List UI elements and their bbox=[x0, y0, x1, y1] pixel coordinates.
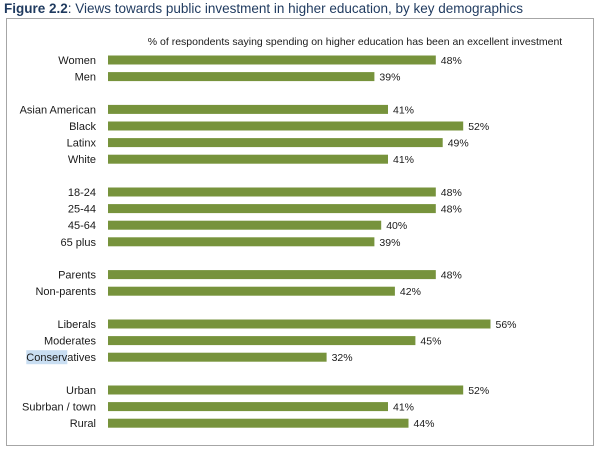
data-label: 48% bbox=[441, 204, 462, 216]
category-label: White bbox=[68, 154, 96, 166]
bar bbox=[108, 237, 375, 247]
category-label: Asian American bbox=[20, 104, 96, 116]
data-label: 39% bbox=[379, 237, 400, 249]
chart-frame bbox=[6, 18, 594, 446]
category-label: Subrban / town bbox=[22, 402, 96, 414]
category-label: 18-24 bbox=[68, 187, 96, 199]
category-label: Latinx bbox=[67, 138, 97, 150]
bar bbox=[108, 138, 443, 148]
data-label: 41% bbox=[393, 154, 414, 166]
category-label: Moderates bbox=[44, 336, 96, 348]
text-selection-highlight bbox=[26, 350, 68, 365]
bar bbox=[108, 121, 464, 131]
bar bbox=[108, 204, 436, 214]
bar bbox=[108, 220, 382, 230]
data-label: 56% bbox=[496, 319, 517, 331]
category-label: Men bbox=[75, 72, 96, 84]
category-label: Non-parents bbox=[35, 286, 96, 298]
data-label: 52% bbox=[468, 121, 489, 133]
data-label: 39% bbox=[379, 72, 400, 84]
bar bbox=[108, 72, 375, 82]
category-label: 45-64 bbox=[68, 220, 96, 232]
data-label: 42% bbox=[400, 286, 421, 298]
bar bbox=[108, 319, 491, 329]
category-label: Women bbox=[58, 55, 96, 67]
figure-label: Figure 2.2 bbox=[4, 1, 68, 16]
category-label: 25-44 bbox=[68, 204, 96, 216]
data-label: 40% bbox=[386, 220, 407, 232]
bar bbox=[108, 402, 388, 412]
data-label: 49% bbox=[448, 138, 469, 150]
bar bbox=[108, 385, 464, 395]
bar bbox=[108, 270, 436, 280]
data-label: 48% bbox=[441, 270, 462, 282]
bar bbox=[108, 104, 388, 114]
data-label: 52% bbox=[468, 385, 489, 397]
category-label: Liberals bbox=[57, 319, 96, 331]
data-label: 44% bbox=[414, 418, 435, 430]
bar bbox=[108, 336, 416, 346]
data-label: 32% bbox=[332, 352, 353, 364]
bar bbox=[108, 55, 436, 65]
category-label: 65 plus bbox=[61, 237, 97, 249]
data-label: 48% bbox=[441, 55, 462, 67]
category-label: Conservatives bbox=[26, 352, 96, 364]
bar bbox=[108, 286, 395, 296]
category-label: Black bbox=[69, 121, 96, 133]
chart-title: % of respondents saying spending on high… bbox=[147, 36, 563, 48]
data-label: 48% bbox=[441, 187, 462, 199]
bar bbox=[108, 352, 327, 362]
bar bbox=[108, 418, 409, 428]
category-label: Rural bbox=[70, 418, 96, 430]
figure-caption: : Views towards public investment in hig… bbox=[67, 1, 524, 16]
category-label: Urban bbox=[66, 385, 96, 397]
data-label: 41% bbox=[393, 104, 414, 116]
category-label: Parents bbox=[58, 270, 96, 282]
bar bbox=[108, 154, 388, 164]
data-label: 41% bbox=[393, 402, 414, 414]
figure-title: Figure 2.2: Views towards public investm… bbox=[4, 0, 523, 17]
bar bbox=[108, 187, 436, 197]
data-label: 45% bbox=[420, 336, 441, 348]
